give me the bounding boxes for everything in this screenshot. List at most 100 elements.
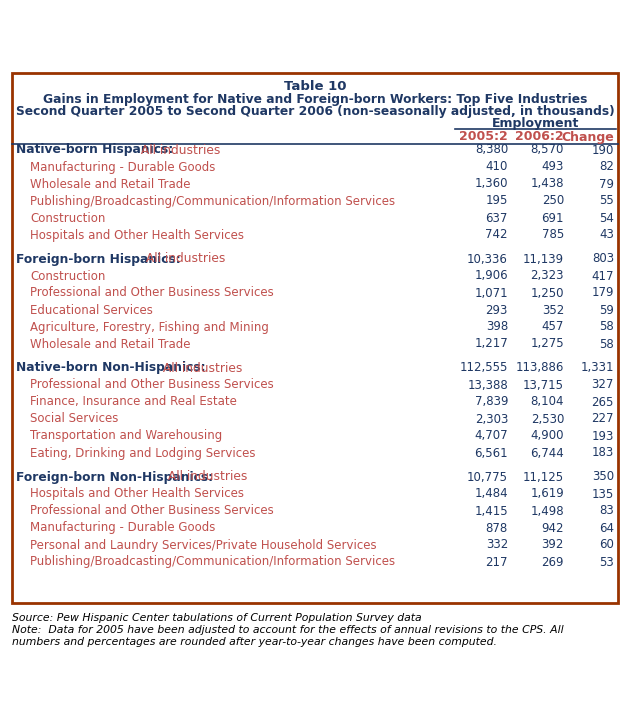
Text: 1,250: 1,250: [530, 287, 564, 299]
Text: 8,104: 8,104: [530, 396, 564, 408]
Text: 217: 217: [486, 555, 508, 569]
Text: All industries: All industries: [164, 470, 248, 484]
Text: 398: 398: [486, 321, 508, 333]
Text: 265: 265: [592, 396, 614, 408]
Text: 6,744: 6,744: [530, 446, 564, 460]
Text: Second Quarter 2005 to Second Quarter 2006 (non-seasonally adjusted, in thousand: Second Quarter 2005 to Second Quarter 20…: [16, 105, 614, 117]
Text: 190: 190: [592, 143, 614, 157]
Text: 227: 227: [592, 413, 614, 425]
Text: 183: 183: [592, 446, 614, 460]
Text: 53: 53: [599, 555, 614, 569]
Text: 13,715: 13,715: [523, 378, 564, 392]
Text: 43: 43: [599, 228, 614, 242]
Text: 1,217: 1,217: [474, 337, 508, 351]
Text: 327: 327: [592, 378, 614, 392]
Text: Eating, Drinking and Lodging Services: Eating, Drinking and Lodging Services: [30, 446, 256, 460]
Text: Hospitals and Other Health Services: Hospitals and Other Health Services: [30, 487, 244, 501]
Text: Hospitals and Other Health Services: Hospitals and Other Health Services: [30, 228, 244, 242]
Text: 8,380: 8,380: [475, 143, 508, 157]
Text: 10,775: 10,775: [467, 470, 508, 484]
Text: Manufacturing - Durable Goods: Manufacturing - Durable Goods: [30, 160, 215, 174]
Text: All industries: All industries: [137, 143, 220, 157]
Text: Native-born Hispanics:: Native-born Hispanics:: [16, 143, 173, 157]
Text: 878: 878: [486, 522, 508, 534]
Text: Publishing/Broadcasting/Communication/Information Services: Publishing/Broadcasting/Communication/In…: [30, 555, 395, 569]
Text: 55: 55: [599, 195, 614, 207]
Text: 1,415: 1,415: [474, 505, 508, 517]
Text: 2,323: 2,323: [530, 269, 564, 283]
Text: 195: 195: [486, 195, 508, 207]
Text: 493: 493: [542, 160, 564, 174]
Text: 410: 410: [486, 160, 508, 174]
Text: 1,071: 1,071: [474, 287, 508, 299]
Text: 54: 54: [599, 212, 614, 224]
Text: 1,438: 1,438: [530, 177, 564, 191]
Text: Social Services: Social Services: [30, 413, 118, 425]
Text: 2005:2: 2005:2: [459, 131, 508, 143]
Text: 58: 58: [599, 321, 614, 333]
Text: 6,561: 6,561: [474, 446, 508, 460]
Text: 8,570: 8,570: [530, 143, 564, 157]
Text: Finance, Insurance and Real Estate: Finance, Insurance and Real Estate: [30, 396, 237, 408]
Text: 1,484: 1,484: [474, 487, 508, 501]
Text: 7,839: 7,839: [474, 396, 508, 408]
Text: 691: 691: [542, 212, 564, 224]
Text: 11,125: 11,125: [523, 470, 564, 484]
Text: 457: 457: [542, 321, 564, 333]
Text: Employment: Employment: [492, 117, 579, 129]
Text: Manufacturing - Durable Goods: Manufacturing - Durable Goods: [30, 522, 215, 534]
Text: 269: 269: [542, 555, 564, 569]
Text: Agriculture, Forestry, Fishing and Mining: Agriculture, Forestry, Fishing and Minin…: [30, 321, 269, 333]
Text: 742: 742: [486, 228, 508, 242]
Text: 1,906: 1,906: [474, 269, 508, 283]
Text: 11,139: 11,139: [523, 252, 564, 266]
Text: Personal and Laundry Services/Private Household Services: Personal and Laundry Services/Private Ho…: [30, 538, 377, 551]
Text: Wholesale and Retail Trade: Wholesale and Retail Trade: [30, 177, 190, 191]
Text: 83: 83: [599, 505, 614, 517]
Text: Table 10: Table 10: [284, 79, 346, 93]
Bar: [12, 73, 618, 603]
Text: Professional and Other Business Services: Professional and Other Business Services: [30, 505, 274, 517]
Text: 1,498: 1,498: [530, 505, 564, 517]
Text: 942: 942: [542, 522, 564, 534]
Text: 637: 637: [486, 212, 508, 224]
Text: 1,619: 1,619: [530, 487, 564, 501]
Text: 58: 58: [599, 337, 614, 351]
Text: All industries: All industries: [159, 361, 243, 375]
Text: 59: 59: [599, 304, 614, 316]
Text: 1,360: 1,360: [474, 177, 508, 191]
Text: Gains in Employment for Native and Foreign-born Workers: Top Five Industries: Gains in Employment for Native and Forei…: [43, 93, 587, 105]
Text: 79: 79: [599, 177, 614, 191]
Text: 1,275: 1,275: [530, 337, 564, 351]
Text: Change: Change: [561, 131, 614, 143]
Text: 392: 392: [542, 538, 564, 551]
Text: 10,336: 10,336: [467, 252, 508, 266]
Text: 2006:2: 2006:2: [515, 131, 564, 143]
Text: Educational Services: Educational Services: [30, 304, 153, 316]
Text: 112,555: 112,555: [460, 361, 508, 375]
Text: 113,886: 113,886: [515, 361, 564, 375]
Text: Foreign-born Non-Hispanics:: Foreign-born Non-Hispanics:: [16, 470, 213, 484]
Text: 1,331: 1,331: [580, 361, 614, 375]
Text: Construction: Construction: [30, 212, 105, 224]
Text: 179: 179: [592, 287, 614, 299]
Text: All industries: All industries: [142, 252, 226, 266]
Text: 250: 250: [542, 195, 564, 207]
Text: 135: 135: [592, 487, 614, 501]
Text: 352: 352: [542, 304, 564, 316]
Text: 4,707: 4,707: [474, 430, 508, 442]
Text: 350: 350: [592, 470, 614, 484]
Text: Construction: Construction: [30, 269, 105, 283]
Text: Publishing/Broadcasting/Communication/Information Services: Publishing/Broadcasting/Communication/In…: [30, 195, 395, 207]
Text: numbers and percentages are rounded after year-to-year changes have been compute: numbers and percentages are rounded afte…: [12, 637, 497, 647]
Text: Transportation and Warehousing: Transportation and Warehousing: [30, 430, 222, 442]
Text: Wholesale and Retail Trade: Wholesale and Retail Trade: [30, 337, 190, 351]
Text: 417: 417: [592, 269, 614, 283]
Text: 82: 82: [599, 160, 614, 174]
Text: Native-born Non-Hispanics:: Native-born Non-Hispanics:: [16, 361, 205, 375]
Text: 293: 293: [486, 304, 508, 316]
Text: 803: 803: [592, 252, 614, 266]
Text: 2,303: 2,303: [474, 413, 508, 425]
Text: 785: 785: [542, 228, 564, 242]
Text: Professional and Other Business Services: Professional and Other Business Services: [30, 287, 274, 299]
